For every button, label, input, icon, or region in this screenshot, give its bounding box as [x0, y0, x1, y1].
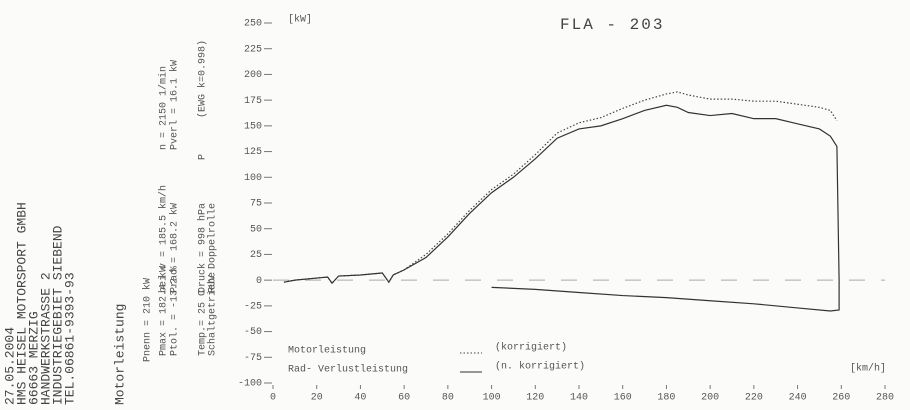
x-tick-label: 200 [701, 393, 719, 404]
chart-title: FLA - 203 [560, 16, 664, 34]
series-line [283, 91, 838, 285]
date: 27.05.2004 [2, 327, 17, 405]
x-tick-label: 280 [876, 393, 894, 404]
company-line: TEL.06861-9393-93 [62, 272, 77, 405]
y-tick-label: -25 [244, 301, 262, 312]
y-tick-label: 100 [244, 173, 262, 184]
y-tick-label: 125 [244, 147, 262, 158]
y-tick-label: 25 [250, 250, 262, 261]
y-tick-label: 175 [244, 96, 262, 107]
company-line: INDUSTRIEGEBIET SIEBEND [50, 225, 65, 405]
y-tick-label: -75 [244, 353, 262, 364]
param: P [198, 154, 209, 160]
x-tick-label: 240 [789, 393, 807, 404]
param: Pmax = 182.4 kW [158, 266, 170, 356]
y-tick-label: -100 [238, 379, 262, 390]
param: n = 2150 1/min [158, 66, 170, 150]
x-tick-label: 0 [270, 393, 276, 404]
legend-label: Motorleistung [288, 345, 366, 357]
param: Schaltgetriebe [207, 272, 219, 356]
x-tick-label: 60 [398, 393, 410, 404]
param: RUV Doppelrolle [207, 203, 219, 293]
param: Ptol. = -13.2 % [169, 266, 181, 356]
x-tick-label: 260 [832, 393, 850, 404]
y-tick-label: 150 [244, 121, 262, 132]
series-line [283, 104, 840, 312]
y-tick-label: 225 [244, 44, 262, 55]
param: Pnenn = 210 kW [142, 278, 154, 362]
heading: Motorleistung [112, 304, 127, 405]
x-tick-label: 140 [570, 393, 588, 404]
param: Prad = 168.2 kW [169, 203, 181, 293]
param: Pverl = 16.1 kW [169, 60, 181, 150]
y-axis-label: [kW] [288, 14, 312, 26]
y-tick-label: -50 [244, 327, 262, 338]
y-tick-label: 0 [256, 276, 262, 287]
param: Druck = 998 hPa [197, 203, 209, 293]
x-tick-label: 20 [311, 393, 323, 404]
legend-label: Rad- Verlustleistung [288, 364, 408, 376]
x-tick-label: 160 [614, 393, 632, 404]
x-axis-label: [km/h] [850, 363, 886, 375]
y-tick-label: 75 [250, 199, 262, 210]
x-tick-label: 100 [483, 393, 501, 404]
legend-suffix: (n. korrigiert) [495, 361, 585, 373]
x-tick-label: 180 [657, 393, 675, 404]
company-line: HANDWERKSTRASSE 2 [38, 272, 53, 405]
company-line: 66663 MERZIG [26, 311, 41, 405]
param: (EWG k=0.998) [197, 40, 209, 118]
y-tick-label: 50 [250, 224, 262, 235]
x-tick-label: 120 [526, 393, 544, 404]
param: Temp.= 25 C [198, 290, 209, 356]
param: bei v = 185.5 km/h [158, 185, 170, 293]
company-line: HMS HEISEL MOTORSPORT GMBH [14, 202, 29, 405]
y-tick-label: 250 [244, 19, 262, 30]
legend-suffix: (korrigiert) [495, 342, 567, 354]
x-tick-label: 80 [442, 393, 454, 404]
x-tick-label: 40 [354, 393, 366, 404]
y-tick-label: 200 [244, 70, 262, 81]
x-tick-label: 220 [745, 393, 763, 404]
